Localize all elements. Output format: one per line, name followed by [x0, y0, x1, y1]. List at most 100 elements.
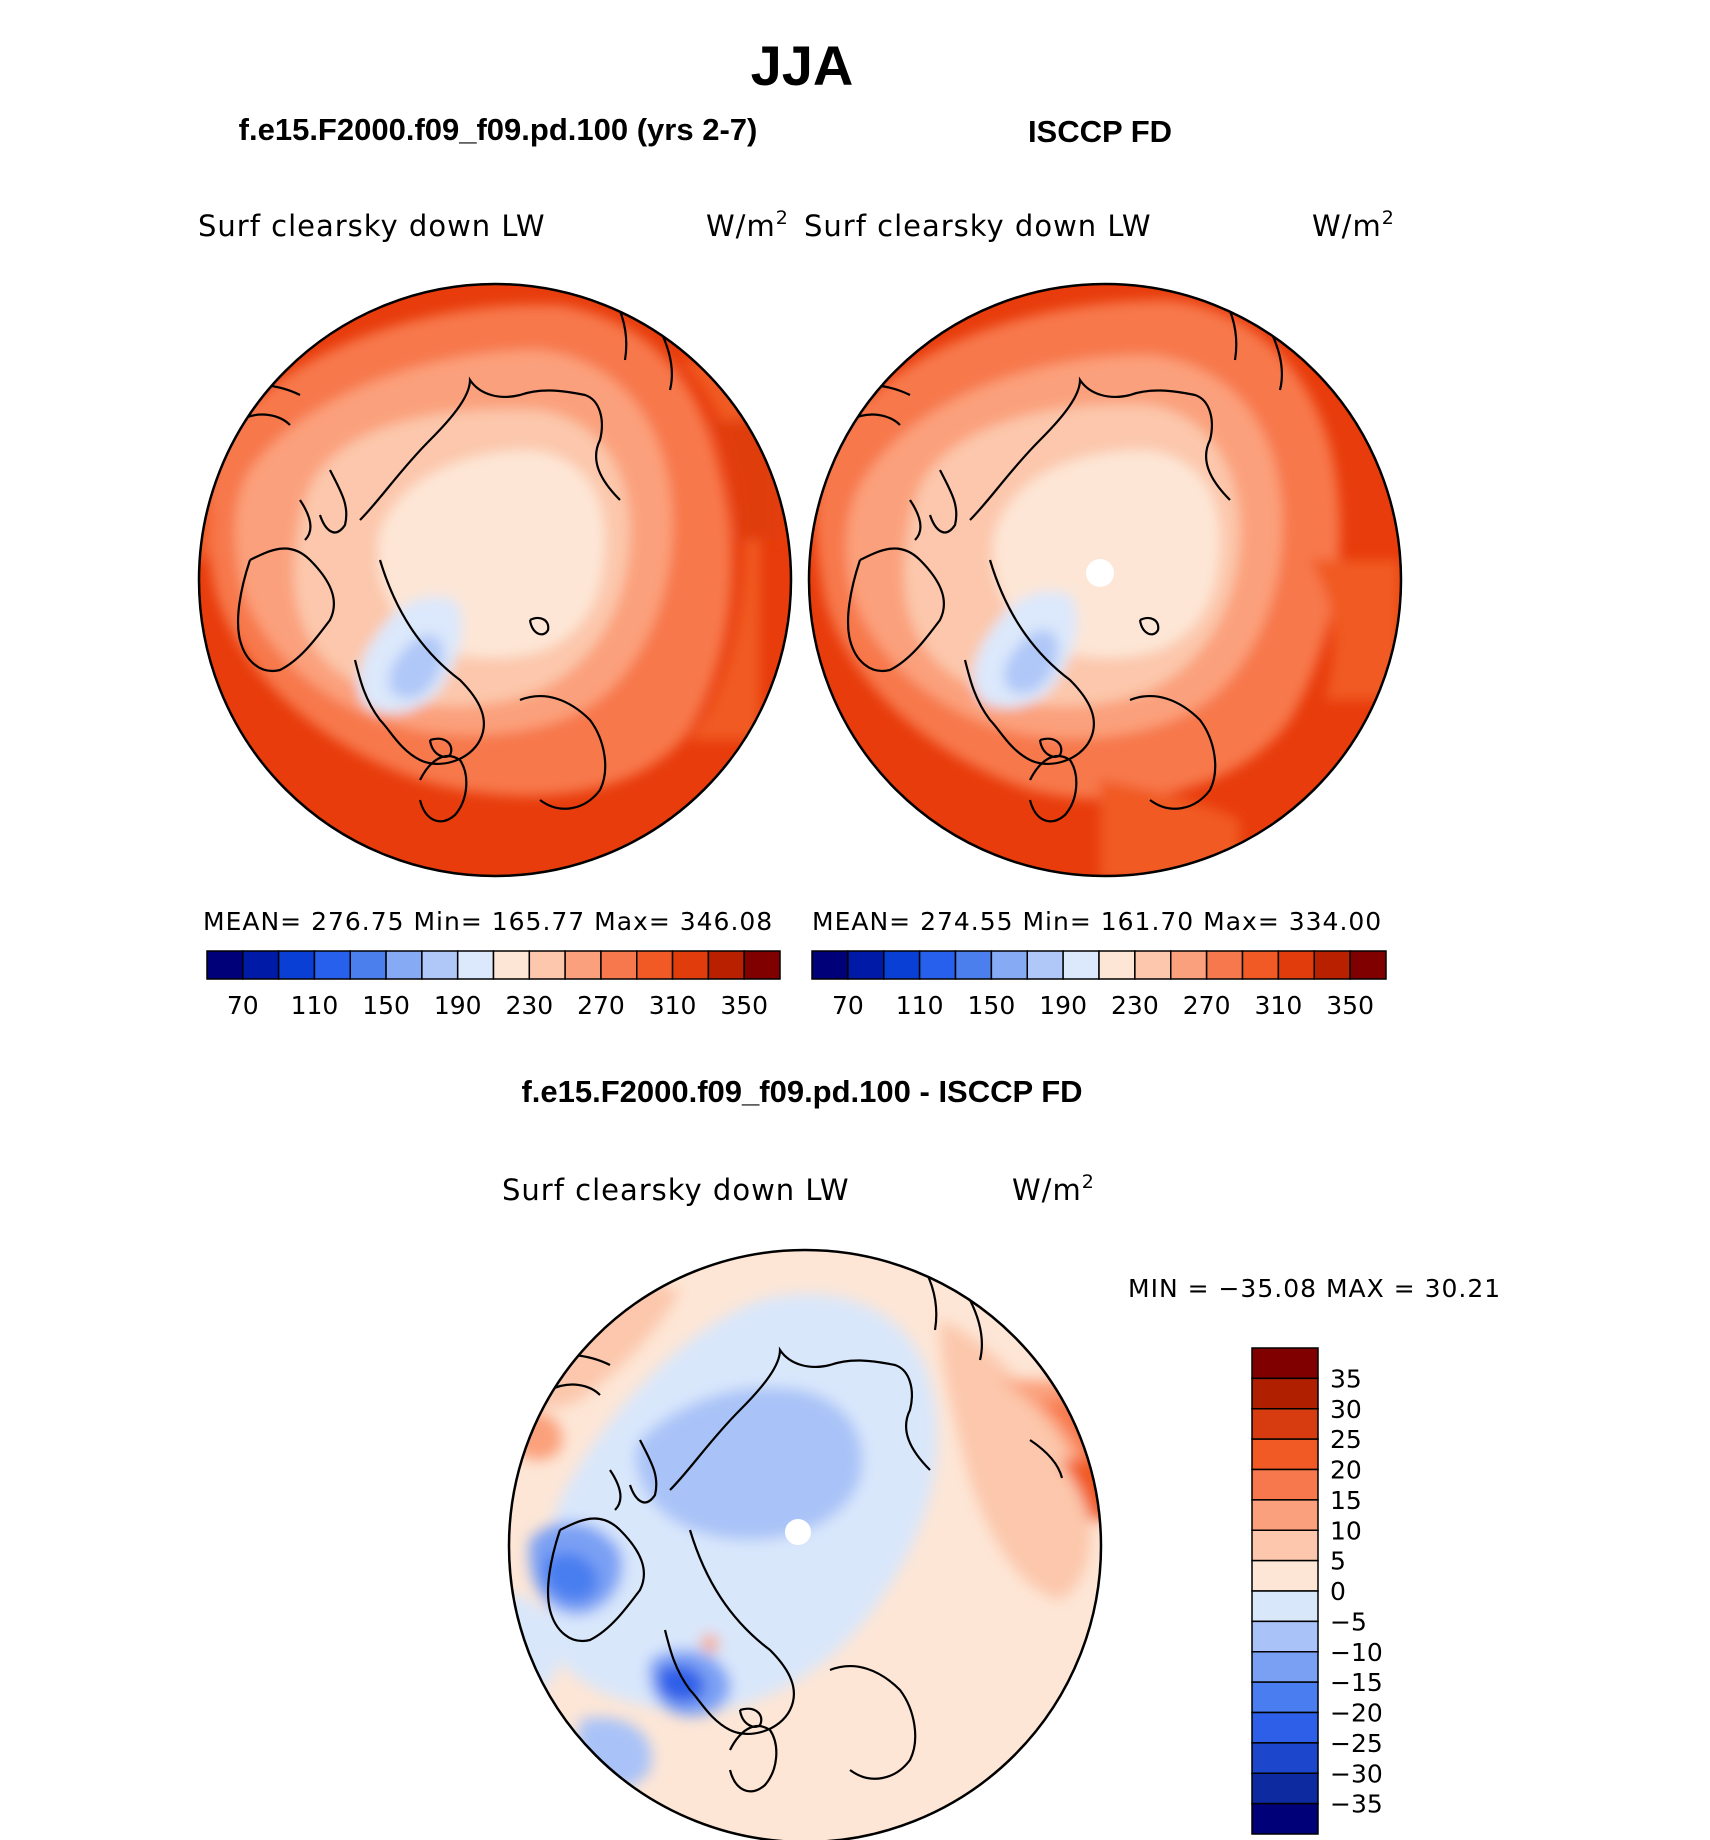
colorbar-tick-label: 70	[227, 991, 259, 1020]
colorbar-tick-label: −10	[1330, 1638, 1383, 1667]
colorbar-tick-label: 230	[1111, 991, 1159, 1020]
contour-fill-region	[1004, 630, 1059, 694]
colorbar-swatch	[242, 950, 280, 980]
panel-b-map-border	[807, 282, 1403, 878]
panel-a-title: f.e15.F2000.f09_f09.pd.100 (yrs 2-7)	[239, 112, 758, 147]
colorbar-swatch	[600, 950, 638, 980]
colorbar-swatch	[492, 950, 531, 980]
panel-b-field-contours	[814, 284, 1400, 876]
colorbar-tick-label: 5	[1330, 1547, 1346, 1576]
contour-fill-region	[1310, 560, 1400, 700]
colorbar-tick-label: 0	[1330, 1577, 1346, 1606]
colorbar-swatch	[349, 950, 387, 980]
colorbar-tick-label: 230	[505, 991, 553, 1020]
colorbar-swatch	[1251, 1499, 1319, 1531]
colorbar-swatch	[1251, 1711, 1319, 1744]
panel-b-units: W/m2	[1312, 207, 1395, 243]
panel-a-coastlines	[219, 284, 674, 823]
colorbar-swatch	[564, 950, 602, 980]
colorbar-swatch	[1241, 950, 1280, 980]
colorbar-swatch	[1251, 1772, 1319, 1805]
colorbar-tick-label: −20	[1330, 1699, 1383, 1728]
colorbar-swatch	[1251, 1590, 1319, 1623]
colorbar-swatch	[1251, 1438, 1319, 1471]
panel-b-title: ISCCP FD	[1028, 114, 1172, 149]
colorbar-swatch	[883, 950, 921, 980]
diff-panel-map-border	[507, 1248, 1103, 1840]
colorbar-swatch	[1251, 1742, 1319, 1774]
colorbar-swatch	[918, 950, 957, 980]
contour-fill-region	[940, 1320, 1092, 1600]
colorbar-tick-label: 190	[1039, 991, 1087, 1020]
colorbar-tick-label: 350	[720, 991, 768, 1020]
colorbar-swatch	[1170, 950, 1208, 980]
colorbar-swatch	[811, 950, 849, 980]
colorbar-swatch	[313, 950, 351, 980]
colorbar-swatch	[1134, 950, 1172, 980]
contour-fill-region	[635, 1387, 863, 1540]
colorbar-tick-label: 150	[362, 991, 410, 1020]
diff-panel-coastlines	[529, 1250, 1064, 1793]
colorbar-swatch	[1205, 950, 1244, 980]
panel-b-pole-hole	[1086, 559, 1114, 587]
colorbar-tick-label: 270	[1183, 991, 1231, 1020]
colorbar-tick-label: 110	[291, 991, 339, 1020]
colorbar-tick-label: −5	[1330, 1607, 1367, 1636]
contour-fill-region	[700, 1634, 719, 1653]
contour-fill-region	[1100, 780, 1240, 876]
colorbar-swatch	[1251, 1681, 1319, 1714]
diff-panel-units: W/m2	[1012, 1171, 1095, 1207]
colorbar-tick-label: −30	[1330, 1759, 1383, 1788]
colorbar-swatch	[1251, 1377, 1319, 1410]
contour-fill-region	[543, 1552, 599, 1602]
panel-b-variable-label: Surf clearsky down LW	[804, 209, 1152, 243]
colorbar-tick-label: 10	[1330, 1516, 1362, 1545]
panel-a-variable-label: Surf clearsky down LW	[198, 209, 546, 243]
season-title: JJA	[751, 34, 854, 97]
colorbar-tick-label: 30	[1330, 1395, 1362, 1424]
diff-panel-title: f.e15.F2000.f09_f09.pd.100 - ISCCP FD	[521, 1074, 1082, 1109]
colorbar-tick-label: 25	[1330, 1425, 1362, 1454]
colorbar-swatch	[707, 950, 745, 980]
diff-panel-pole-hole	[785, 1519, 811, 1545]
colorbar-tick-label: −35	[1330, 1790, 1383, 1819]
colorbar-swatch	[1251, 1620, 1319, 1653]
colorbar-swatch	[421, 950, 459, 980]
colorbar-swatch	[206, 950, 244, 980]
colorbar-swatch	[528, 950, 566, 980]
colorbar-tick-label: 190	[434, 991, 482, 1020]
colorbar-tick-label: 270	[577, 991, 625, 1020]
colorbar-tick-label: 35	[1330, 1364, 1362, 1393]
colorbar-swatch	[456, 950, 495, 980]
colorbar-swatch	[1251, 1651, 1319, 1683]
colorbar-swatch	[1251, 1408, 1319, 1440]
panel-b-colorbar: 70 110 150 190 230 270 310 350	[811, 950, 1387, 1020]
colorbar-tick-label: −15	[1330, 1668, 1383, 1697]
panel-a-units: W/m2	[706, 207, 789, 243]
diff-panel-variable-label: Surf clearsky down LW	[502, 1173, 850, 1207]
colorbar-swatch	[636, 950, 674, 980]
colorbar-tick-label: 350	[1326, 991, 1374, 1020]
colorbar-swatch	[847, 950, 885, 980]
colorbar-swatch	[954, 950, 993, 980]
colorbar-tick-label: −25	[1330, 1729, 1383, 1758]
panel-a-map	[199, 284, 791, 876]
panel-b-stats: MEAN= 274.55 Min= 161.70 Max= 334.00	[812, 907, 1382, 936]
colorbar-tick-label: 310	[1255, 991, 1303, 1020]
panel-a-map-border	[197, 282, 793, 878]
diff-panel-minmax: MIN = −35.08 MAX = 30.21	[1128, 1274, 1501, 1303]
colorbar-swatch	[1098, 950, 1136, 980]
contour-fill-region	[199, 450, 210, 560]
panel-a-stats: MEAN= 276.75 Min= 165.77 Max= 346.08	[203, 907, 773, 936]
colorbar-swatch	[1251, 1559, 1319, 1592]
colorbar-swatch	[385, 950, 423, 980]
colorbar-swatch	[1349, 950, 1387, 980]
colorbar-swatch	[1251, 1529, 1319, 1562]
colorbar-swatch	[1313, 950, 1351, 980]
colorbar-tick-label: 20	[1330, 1456, 1362, 1485]
colorbar-swatch	[1251, 1347, 1319, 1380]
colorbar-tick-label: 150	[968, 991, 1016, 1020]
colorbar-swatch	[990, 950, 1028, 980]
